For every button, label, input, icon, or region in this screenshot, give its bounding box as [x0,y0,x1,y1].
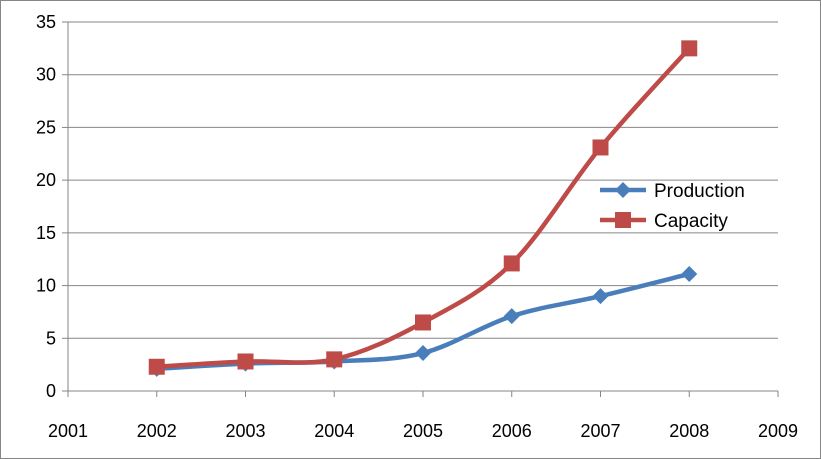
legend-label-production: Production [654,181,745,202]
y-tick-label: 25 [36,117,56,137]
legend-label-capacity: Capacity [654,211,728,232]
y-tick-label: 10 [36,276,56,296]
production-point [415,345,431,362]
capacity-point [415,314,431,331]
y-tick-label: 35 [36,12,56,32]
production-point [681,265,698,282]
x-tick-label: 2009 [758,421,798,441]
data-series [148,40,698,377]
legend-marker-production [615,182,631,198]
legend: Production Capacity [600,181,745,232]
capacity-point [237,353,254,370]
capacity-point [681,40,698,57]
y-axis-tick-labels: 0 5 10 15 20 25 30 35 [36,12,56,401]
legend-marker-capacity [615,212,631,228]
x-tick-label: 2006 [492,421,532,441]
capacity-point [592,139,609,156]
capacity-point [326,351,343,368]
y-tick-label: 0 [46,381,56,401]
x-tick-label: 2004 [314,421,354,441]
x-tick-label: 2008 [669,421,709,441]
x-axis-tick-labels: 2001 2002 2003 2004 2005 2006 2007 2008 2009 [48,421,798,441]
production-point [503,308,520,325]
x-tick-label: 2003 [225,421,265,441]
production-point [592,288,609,305]
x-tick-label: 2001 [48,421,88,441]
y-tick-label: 20 [36,170,56,190]
y-tick-label: 30 [36,65,56,85]
x-tick-label: 2007 [580,421,620,441]
x-tick-label: 2005 [403,421,443,441]
y-tick-label: 15 [36,223,56,243]
axes [62,21,779,397]
capacity-point [148,358,165,375]
capacity-point [503,255,520,272]
x-tick-label: 2002 [137,421,177,441]
y-tick-label: 5 [46,328,56,348]
gridlines [68,21,778,339]
